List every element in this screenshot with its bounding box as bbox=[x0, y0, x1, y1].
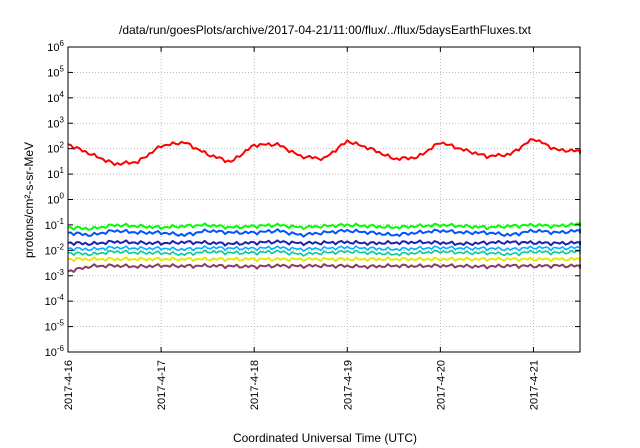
x-tick-label: 2017-4-20 bbox=[435, 360, 447, 410]
x-axis-label: Coordinated Universal Time (UTC) bbox=[233, 431, 417, 445]
y-tick-label: 105 bbox=[47, 64, 64, 79]
x-tick-label: 2017-4-19 bbox=[342, 360, 354, 410]
y-tick-label: 100 bbox=[47, 192, 64, 207]
y-axis-label: protons/cm²-s-sr-MeV bbox=[22, 142, 36, 258]
y-tick-label: 103 bbox=[47, 115, 64, 130]
x-tick-label: 2017-4-17 bbox=[156, 360, 168, 410]
series-layer bbox=[67, 138, 581, 273]
series-line bbox=[67, 138, 581, 167]
series-line bbox=[67, 228, 581, 238]
y-tick-label: 102 bbox=[47, 141, 64, 156]
x-tick-label: 2017-4-16 bbox=[63, 360, 75, 410]
x-tick-label: 2017-4-21 bbox=[528, 360, 540, 410]
x-axis: 2017-4-16 2017-4-17 2017-4-18 2017-4-19 2017… bbox=[63, 47, 540, 410]
x-tick-label: 2017-4-18 bbox=[249, 360, 261, 410]
chart-title: /data/run/goesPlots/archive/2017-04-21/1… bbox=[119, 23, 532, 37]
series-line bbox=[67, 256, 581, 263]
y-tick-label: 10-2 bbox=[45, 242, 65, 257]
y-tick-label: 10-5 bbox=[45, 319, 65, 334]
y-tick-label: 106 bbox=[47, 39, 64, 54]
grid-lines bbox=[67, 47, 580, 352]
series-line bbox=[67, 263, 581, 273]
series-line bbox=[67, 245, 581, 252]
series-line bbox=[67, 221, 581, 231]
series-line bbox=[67, 239, 581, 247]
y-tick-label: 10-6 bbox=[45, 344, 65, 359]
y-axis: 10-6 10-5 10-4 10-3 10-2 10-1 100 101 102 103 104 1… bbox=[45, 39, 580, 359]
y-tick-label: 10-3 bbox=[45, 268, 65, 283]
y-tick-label: 10-4 bbox=[45, 293, 65, 308]
y-tick-label: 104 bbox=[47, 90, 64, 105]
series-line bbox=[67, 249, 581, 257]
y-tick-label: 10-1 bbox=[45, 217, 65, 232]
y-tick-label: 101 bbox=[47, 166, 64, 181]
